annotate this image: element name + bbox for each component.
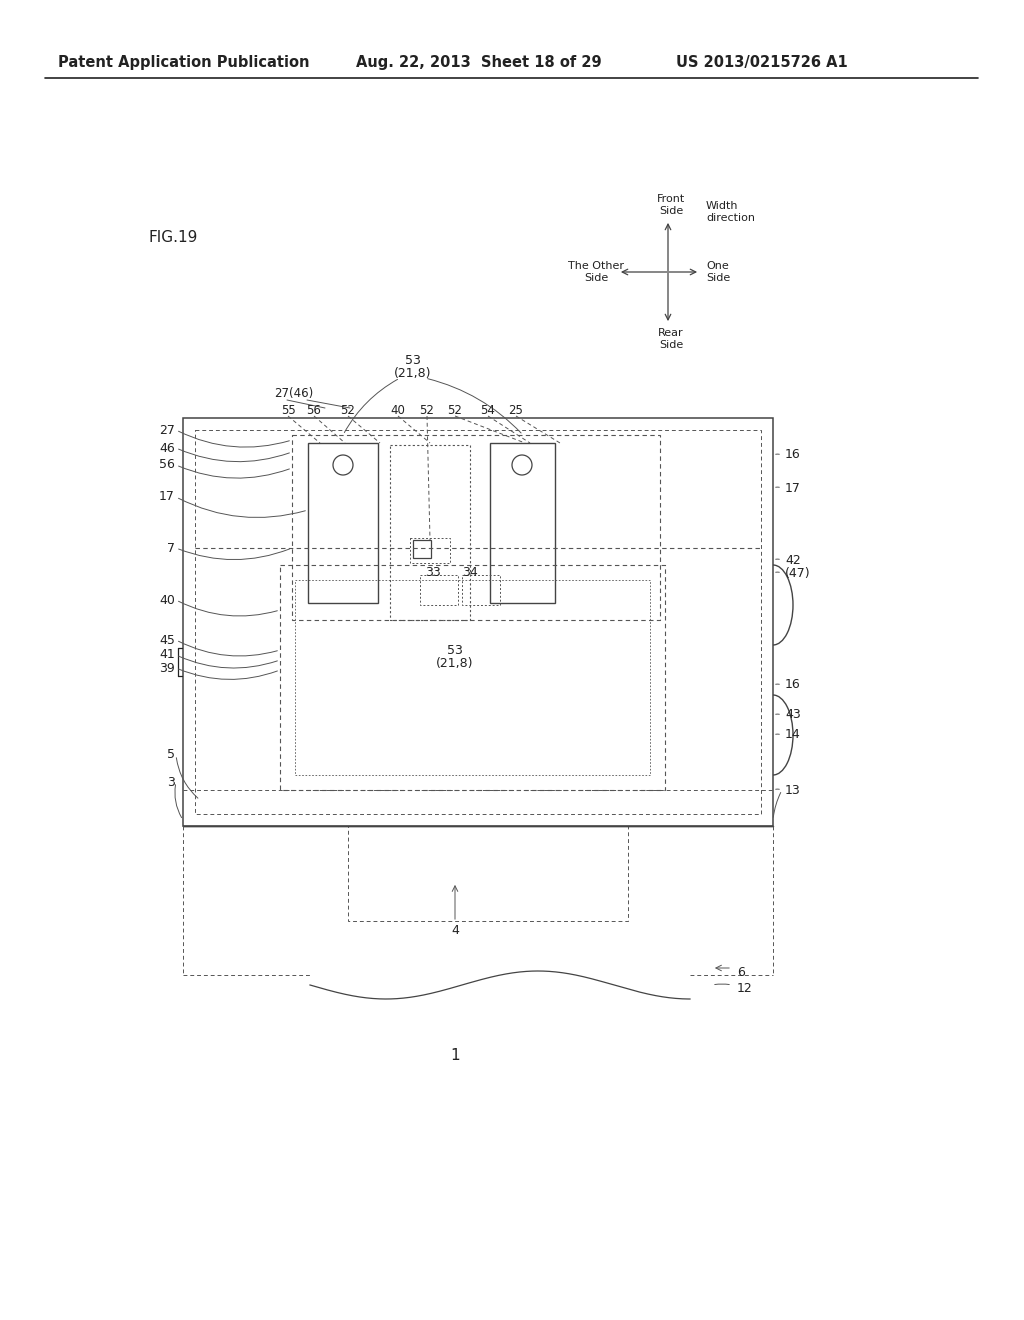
Text: 39: 39 — [160, 661, 175, 675]
Bar — [348, 826, 628, 921]
Text: 14: 14 — [785, 729, 801, 742]
Text: FIG.19: FIG.19 — [148, 231, 198, 246]
Text: 40: 40 — [390, 404, 406, 417]
Bar — [462, 576, 500, 605]
Text: 33: 33 — [425, 565, 440, 578]
Text: Width
direction: Width direction — [706, 201, 755, 223]
Text: 53: 53 — [447, 644, 463, 656]
Text: Aug. 22, 2013  Sheet 18 of 29: Aug. 22, 2013 Sheet 18 of 29 — [356, 54, 602, 70]
Text: (21,8): (21,8) — [394, 367, 432, 380]
Text: 56: 56 — [306, 404, 322, 417]
Text: 3: 3 — [167, 776, 175, 788]
Text: 56: 56 — [159, 458, 175, 471]
Bar — [410, 539, 450, 564]
Text: 5: 5 — [167, 748, 175, 762]
Text: Rear
Side: Rear Side — [658, 329, 684, 350]
Bar — [420, 576, 458, 605]
Text: 34: 34 — [462, 565, 478, 578]
Text: 16: 16 — [785, 449, 801, 462]
Text: US 2013/0215726 A1: US 2013/0215726 A1 — [676, 54, 848, 70]
Text: Front
Side: Front Side — [656, 194, 685, 215]
Text: 1: 1 — [451, 1048, 460, 1063]
Text: The Other
Side: The Other Side — [568, 261, 624, 282]
Text: 25: 25 — [509, 404, 523, 417]
Text: 46: 46 — [160, 441, 175, 454]
Text: 4: 4 — [451, 924, 459, 936]
Text: 43: 43 — [785, 709, 801, 722]
Text: 41: 41 — [160, 648, 175, 661]
Bar — [280, 565, 665, 789]
Bar — [490, 444, 555, 603]
Text: 42: 42 — [785, 553, 801, 566]
Bar — [195, 430, 761, 814]
Text: 16: 16 — [785, 678, 801, 692]
Text: 17: 17 — [159, 491, 175, 503]
Text: 52: 52 — [341, 404, 355, 417]
Text: 54: 54 — [480, 404, 496, 417]
Text: One
Side: One Side — [706, 261, 730, 282]
Bar — [413, 540, 431, 558]
Text: 55: 55 — [281, 404, 295, 417]
Text: 7: 7 — [167, 541, 175, 554]
Bar — [308, 444, 378, 603]
Bar — [183, 418, 773, 826]
Bar — [292, 436, 660, 620]
Text: 17: 17 — [785, 482, 801, 495]
Text: 40: 40 — [159, 594, 175, 606]
Text: 12: 12 — [737, 982, 753, 994]
Text: 52: 52 — [420, 404, 434, 417]
Text: 45: 45 — [159, 634, 175, 647]
Text: 27: 27 — [159, 424, 175, 437]
Text: (21,8): (21,8) — [436, 656, 474, 669]
Text: 6: 6 — [737, 965, 744, 978]
Text: Patent Application Publication: Patent Application Publication — [58, 54, 309, 70]
Text: 27(46): 27(46) — [274, 387, 313, 400]
Text: 53: 53 — [406, 354, 421, 367]
Text: 52: 52 — [447, 404, 463, 417]
Bar — [390, 445, 470, 620]
Text: 13: 13 — [785, 784, 801, 796]
Text: (47): (47) — [785, 566, 811, 579]
Bar — [295, 579, 650, 775]
